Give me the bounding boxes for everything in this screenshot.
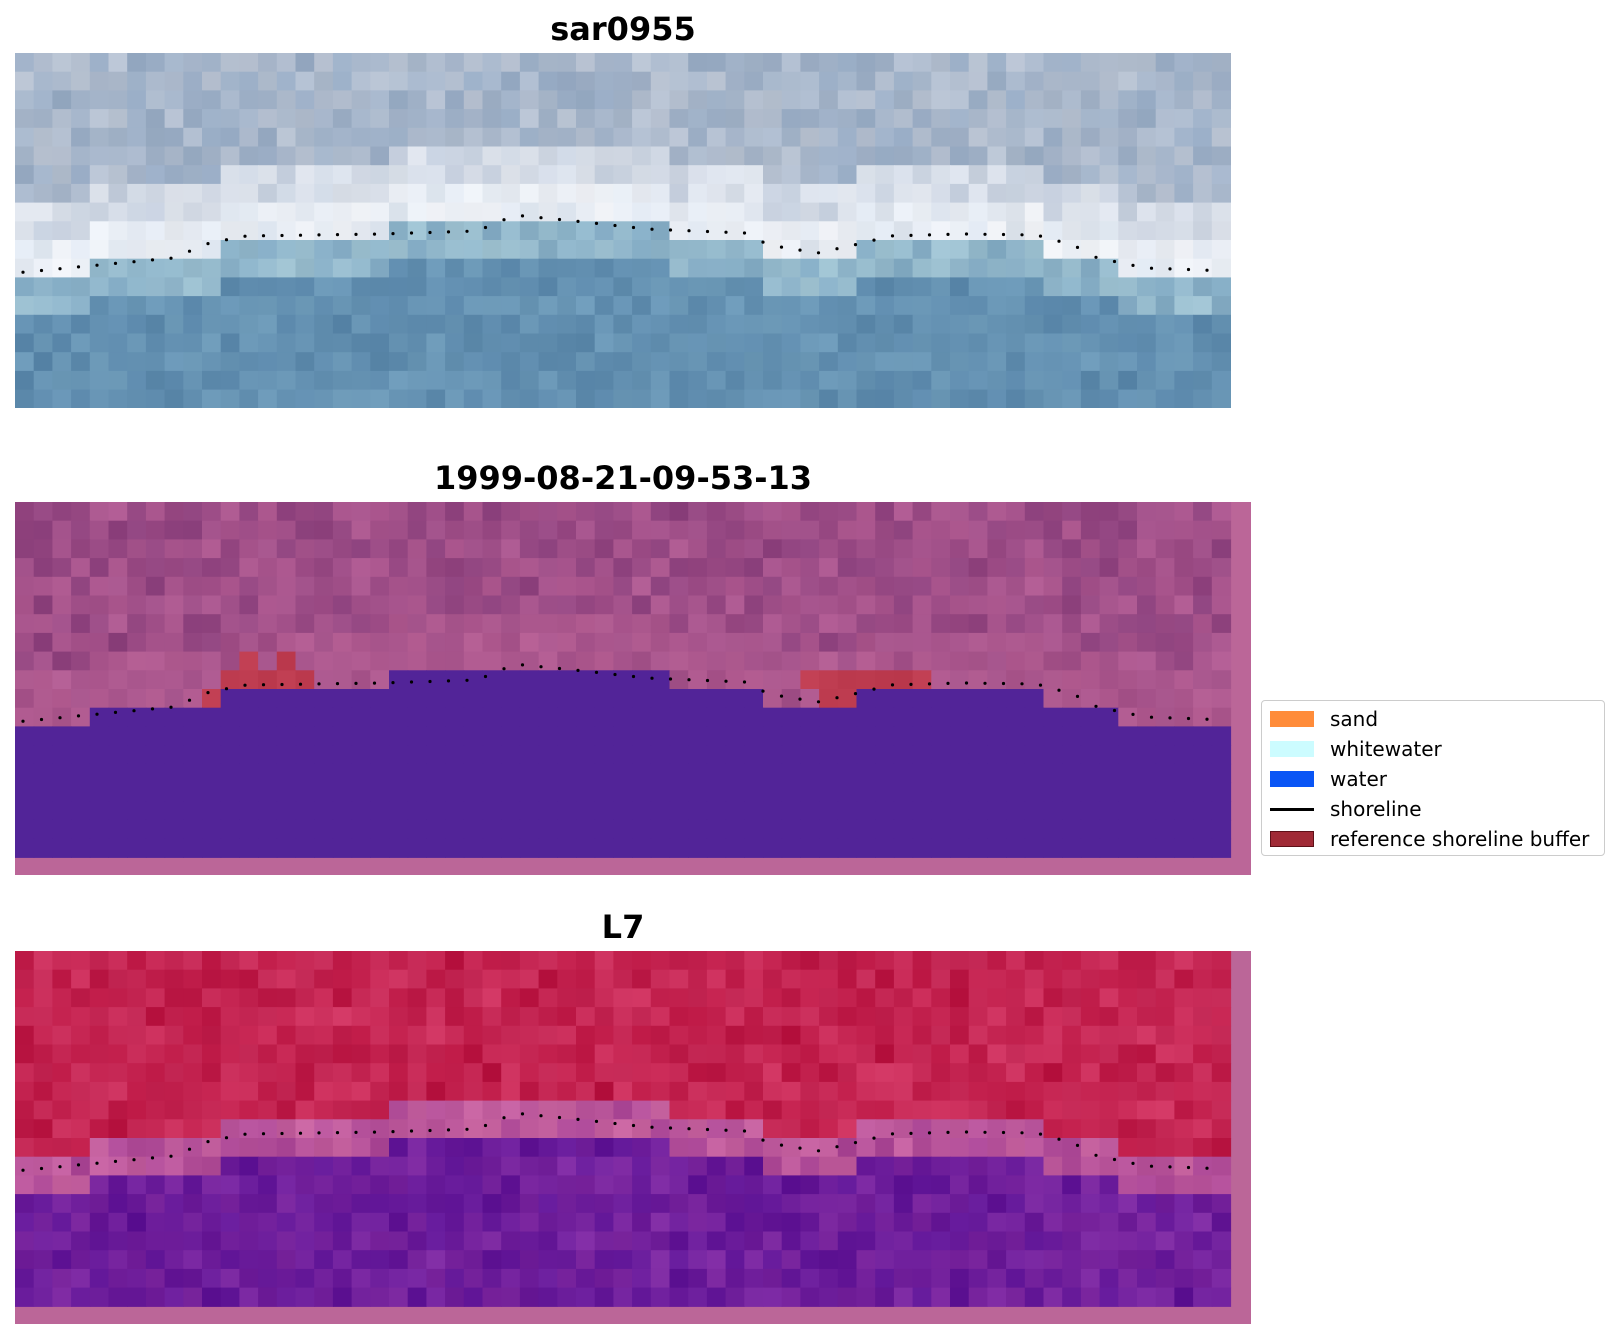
panel-title-classified: 1999-08-21-09-53-13: [433, 459, 813, 497]
rgb-image-panel: [15, 53, 1231, 408]
rgb-image: [15, 53, 1231, 408]
panel-title-rgb: sar0955: [550, 10, 696, 48]
legend-label: shoreline: [1330, 797, 1422, 821]
legend: sand whitewater water shoreline referenc…: [1261, 700, 1605, 856]
legend-item-sand: sand: [1270, 707, 1378, 731]
legend-item-water: water: [1270, 767, 1387, 791]
legend-label: water: [1330, 767, 1387, 791]
shoreline-dots: [21, 1112, 1209, 1172]
classified-image: [15, 502, 1251, 875]
classified-image-panel: [15, 502, 1251, 875]
legend-label: reference shoreline buffer: [1330, 827, 1590, 851]
shoreline-dots: [21, 214, 1209, 274]
legend-label: sand: [1330, 707, 1379, 731]
shoreline-dots: [21, 663, 1209, 723]
water-swatch: [1270, 771, 1314, 787]
legend-item-shoreline: shoreline: [1270, 797, 1422, 821]
image-pixels: [15, 951, 1232, 1307]
panel-title-l7: L7: [601, 908, 645, 946]
legend-item-whitewater: whitewater: [1270, 737, 1442, 761]
l7-image-panel: [15, 951, 1251, 1324]
l7-image: [15, 951, 1251, 1324]
shoreline-line-swatch: [1270, 801, 1314, 817]
image-pixels: [15, 53, 1231, 408]
reference-buffer-swatch: [1270, 831, 1314, 847]
sand-swatch: [1270, 711, 1314, 727]
legend-label: whitewater: [1330, 737, 1442, 761]
image-pixels: [15, 502, 1232, 858]
legend-item-reference-buffer: reference shoreline buffer: [1270, 827, 1589, 851]
whitewater-swatch: [1270, 741, 1314, 757]
